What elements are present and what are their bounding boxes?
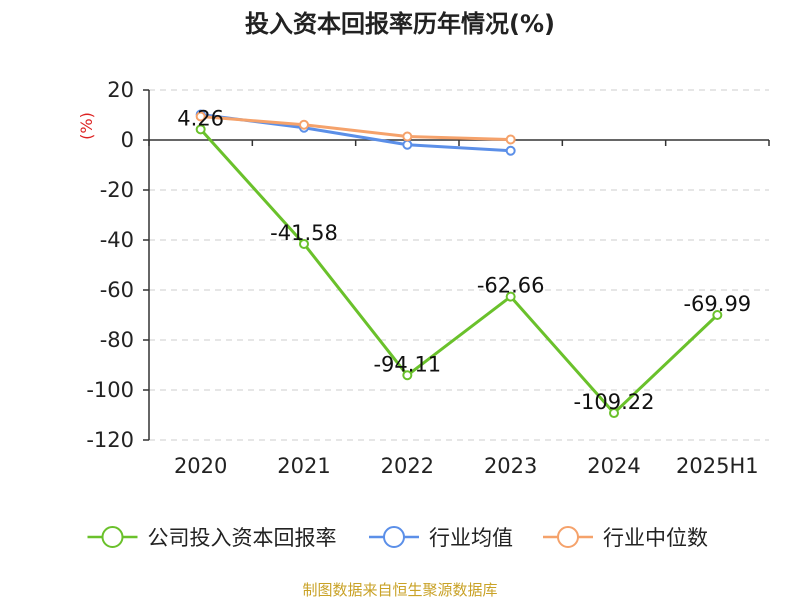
series-line xyxy=(200,115,511,141)
data-point xyxy=(712,309,723,320)
x-tick-labels: 2020 2021 2022 2023 2024 2025H1 xyxy=(174,454,759,478)
y-tick-label: -80 xyxy=(100,328,134,352)
data-label: -69.99 xyxy=(683,292,751,316)
legend-marker xyxy=(101,526,124,548)
legend-marker xyxy=(557,526,579,548)
legend-item: 公司投入资本回报率 xyxy=(87,526,337,550)
data-point xyxy=(195,111,206,122)
y-tick-label: -20 xyxy=(100,178,134,202)
grid xyxy=(149,89,769,441)
chart-title: 投入资本回报率历年情况(%) xyxy=(245,10,555,38)
y-tick-label: -120 xyxy=(86,428,134,452)
legend-item: 行业均值 xyxy=(369,526,513,550)
data-label: -41.58 xyxy=(270,221,338,245)
data-point xyxy=(609,408,619,419)
data-point xyxy=(402,370,413,381)
x-tick-label: 2020 xyxy=(174,454,227,478)
series-line xyxy=(199,128,719,415)
y-tick-label: -100 xyxy=(86,378,134,402)
y-tick-label: 0 xyxy=(121,128,134,152)
legend-label: 行业均值 xyxy=(429,526,513,550)
data-labels: 4.26 -41.58 -94.11 -62.66 -109.22 -69.99 xyxy=(177,106,751,414)
data-label: 4.26 xyxy=(177,106,224,130)
data-point xyxy=(299,119,309,130)
series-layer xyxy=(195,109,723,419)
data-point xyxy=(195,124,206,135)
data-point xyxy=(299,238,309,249)
y-unit-label: (%) xyxy=(77,112,96,140)
axes xyxy=(143,89,770,441)
data-point xyxy=(402,131,413,142)
y-tick-label: -60 xyxy=(100,278,134,302)
source-note: 制图数据来自恒生聚源数据库 xyxy=(302,581,497,599)
y-tick-label: -40 xyxy=(100,228,134,252)
x-tick-label: 2023 xyxy=(484,454,537,478)
data-point xyxy=(402,139,413,150)
x-tick-label: 2025H1 xyxy=(676,454,759,478)
legend: 公司投入资本回报率 行业均值 行业中位数 xyxy=(87,526,708,550)
data-point xyxy=(505,145,516,156)
legend-item: 行业中位数 xyxy=(543,526,708,550)
y-tick-labels: 20 0 -20 -40 -60 -80 -100 -120 xyxy=(86,78,134,452)
data-point xyxy=(505,291,516,302)
x-tick-label: 2021 xyxy=(277,454,330,478)
y-tick-label: 20 xyxy=(107,78,134,102)
legend-label: 行业中位数 xyxy=(603,526,708,550)
x-tick-label: 2022 xyxy=(381,454,434,478)
data-label: -94.11 xyxy=(373,352,441,376)
data-label: -109.22 xyxy=(573,390,654,414)
data-point xyxy=(505,134,516,145)
data-label: -62.66 xyxy=(477,274,545,298)
x-tick-label: 2024 xyxy=(587,454,640,478)
legend-label: 公司投入资本回报率 xyxy=(148,526,337,550)
legend-marker xyxy=(383,526,405,548)
